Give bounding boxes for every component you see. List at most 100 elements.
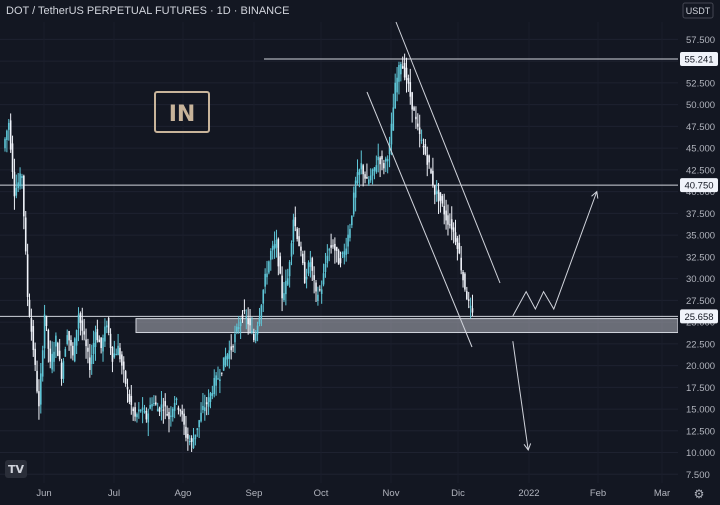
- candle-body: [418, 127, 421, 135]
- candle-body: [124, 371, 127, 384]
- candle-body: [334, 243, 336, 251]
- candle-body: [343, 251, 346, 258]
- time-axis[interactable]: Jun Jul Ago Sep Oct Nov Dic 2022 Feb Mar: [36, 488, 670, 499]
- tradingview-logo[interactable]: TV: [5, 460, 27, 478]
- candle-body: [145, 410, 148, 420]
- y-tick-label: 35.000: [686, 231, 715, 242]
- candle-body: [30, 318, 33, 332]
- logo-frame: [154, 91, 210, 133]
- candle-body: [437, 189, 440, 202]
- candle-body: [111, 347, 114, 362]
- candle-body: [332, 245, 334, 247]
- candle-body: [283, 293, 285, 301]
- candle-body: [19, 173, 21, 187]
- candle-body: [411, 92, 413, 110]
- candle-body: [300, 246, 302, 251]
- candle-body: [364, 174, 366, 179]
- candle-body: [213, 377, 216, 394]
- candle-body: [237, 327, 240, 329]
- candle-body: [170, 415, 172, 417]
- candle-body: [109, 333, 112, 348]
- candle-body: [298, 236, 300, 247]
- candle-body: [21, 175, 23, 179]
- candle-body: [98, 339, 101, 343]
- candle-body: [94, 332, 97, 348]
- candle-body: [45, 315, 48, 327]
- candle-body: [60, 362, 63, 379]
- y-tick-label: 10.000: [686, 448, 715, 459]
- candle-body: [400, 64, 402, 75]
- candle-body: [281, 275, 283, 299]
- candle-body: [443, 205, 446, 215]
- candle-body: [322, 273, 325, 285]
- candle-body: [296, 228, 298, 240]
- tv-badge: [5, 460, 27, 478]
- y-tick-label: 30.000: [686, 274, 715, 285]
- candles: [4, 53, 474, 452]
- candle-body: [204, 407, 206, 412]
- candle-body: [241, 314, 244, 319]
- candle-body: [245, 317, 248, 319]
- candle-body: [173, 402, 176, 411]
- candle-body: [307, 262, 310, 274]
- candle-body: [383, 163, 385, 169]
- candle-body: [9, 120, 12, 150]
- candle-body: [115, 353, 118, 355]
- y-tick-label: 15.000: [686, 405, 715, 416]
- candle-body: [87, 347, 89, 352]
- candle-body: [394, 82, 396, 108]
- candle-body: [286, 278, 289, 285]
- candle-body: [53, 351, 55, 362]
- candle-body: [471, 308, 474, 313]
- candle-body: [368, 179, 370, 184]
- currency-box[interactable]: [682, 2, 714, 19]
- candle-body: [188, 440, 191, 443]
- price-axis[interactable]: 57.50055.00052.50050.00047.50045.00042.5…: [686, 35, 715, 481]
- candle-body: [90, 355, 93, 364]
- candle-body: [398, 65, 400, 82]
- candle-body: [388, 144, 391, 155]
- candle-body: [277, 238, 280, 267]
- candle-body: [11, 143, 14, 172]
- candle-body: [147, 413, 150, 423]
- y-tick-label: 32.500: [686, 252, 715, 263]
- price-tag-label: 25.658: [684, 312, 713, 323]
- candle-body: [34, 348, 36, 365]
- gear-icon[interactable]: ⚙: [694, 487, 705, 501]
- candle-body: [317, 294, 319, 301]
- candle-body: [454, 232, 457, 242]
- candle-body: [379, 157, 381, 165]
- candle-body: [85, 339, 87, 347]
- projection-down-arrowhead: [523, 443, 532, 451]
- candle-body: [24, 217, 27, 252]
- candle-body: [149, 404, 151, 409]
- candle-body: [426, 154, 429, 165]
- candle-body: [249, 318, 251, 326]
- y-tick-label: 45.000: [686, 144, 715, 155]
- candle-body: [358, 169, 361, 175]
- candle-body: [62, 361, 65, 379]
- candle-body: [177, 407, 180, 410]
- candle-body: [15, 187, 18, 196]
- candle-body: [104, 326, 106, 342]
- candle-body: [183, 413, 185, 425]
- candle-body: [196, 428, 199, 430]
- candle-body: [371, 169, 374, 176]
- candle-body: [345, 248, 347, 255]
- candle-body: [422, 146, 425, 148]
- candle-body: [279, 256, 282, 274]
- candle-body: [79, 313, 82, 323]
- candle-body: [41, 350, 44, 377]
- candle-body: [466, 291, 468, 300]
- candle-body: [77, 314, 80, 329]
- candle-body: [117, 345, 119, 355]
- candle-body: [258, 317, 261, 324]
- candle-body: [49, 348, 52, 362]
- candle-body: [352, 192, 355, 215]
- y-tick-label: 12.500: [686, 426, 715, 437]
- candle-body: [138, 409, 140, 412]
- candle-body: [313, 275, 315, 280]
- candle-body: [51, 353, 53, 370]
- y-tick-label: 50.000: [686, 100, 715, 111]
